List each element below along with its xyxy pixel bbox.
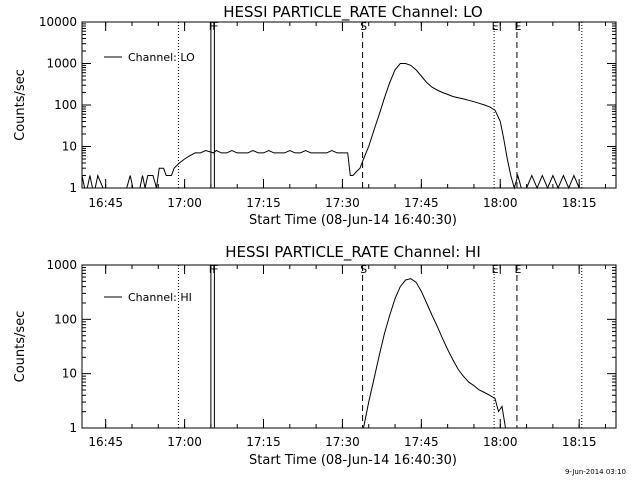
x-tick-label: 17:30 bbox=[325, 435, 360, 449]
y-tick-label: 100 bbox=[54, 312, 77, 326]
y-tick-label: 10 bbox=[62, 367, 77, 381]
x-axis-label: Start Time (08-Jun-14 16:40:30) bbox=[249, 453, 457, 468]
x-tick-label: 16:45 bbox=[88, 435, 123, 449]
event-marker-label: S bbox=[360, 263, 367, 276]
y-tick-label: 10 bbox=[62, 140, 77, 154]
timestamp-label: 9-Jun-2014 03:10 bbox=[565, 468, 626, 476]
y-tick-label: 1000 bbox=[46, 57, 77, 71]
y-axis-label: Counts/sec bbox=[13, 69, 28, 141]
legend-entry: Channel: HI bbox=[128, 291, 192, 304]
event-marker-label: F bbox=[212, 20, 218, 33]
event-marker-label: S bbox=[360, 20, 367, 33]
x-tick-label: 17:15 bbox=[246, 196, 281, 210]
event-marker-label: F bbox=[209, 20, 215, 33]
y-axis-label: Counts/sec bbox=[13, 311, 28, 383]
x-axis-label: Start Time (08-Jun-14 16:40:30) bbox=[249, 213, 457, 228]
y-tick-label: 1 bbox=[69, 421, 77, 435]
x-tick-label: 17:45 bbox=[404, 435, 439, 449]
x-tick-label: 17:00 bbox=[167, 196, 202, 210]
x-tick-label: 17:15 bbox=[246, 435, 281, 449]
x-tick-label: 18:15 bbox=[562, 196, 597, 210]
x-tick-label: 18:00 bbox=[483, 196, 518, 210]
legend-entry: Channel: LO bbox=[128, 51, 195, 64]
y-tick-label: 10000 bbox=[39, 15, 77, 29]
y-tick-label: 100 bbox=[54, 98, 77, 112]
event-marker-label: F bbox=[209, 263, 215, 276]
x-tick-label: 17:30 bbox=[325, 196, 360, 210]
chart-title: HESSI PARTICLE_RATE Channel: HI bbox=[225, 243, 481, 262]
x-tick-label: 17:00 bbox=[167, 435, 202, 449]
chart-panel-1: HESSI PARTICLE_RATE Channel: LO Counts/se… bbox=[13, 3, 617, 228]
y-tick-label: 1000 bbox=[46, 258, 77, 272]
event-marker-label: E bbox=[492, 20, 499, 33]
x-tick-label: 18:00 bbox=[483, 435, 518, 449]
x-tick-label: 16:45 bbox=[88, 196, 123, 210]
series-line bbox=[363, 278, 506, 429]
plot-frame bbox=[81, 264, 617, 429]
event-marker-label: E bbox=[514, 20, 521, 33]
event-marker-label: E bbox=[514, 263, 521, 276]
chart-title: HESSI PARTICLE_RATE Channel: LO bbox=[223, 3, 482, 22]
y-tick-label: 1 bbox=[69, 181, 77, 195]
chart-panel-2: HESSI PARTICLE_RATE Channel: HI Counts/se… bbox=[13, 243, 617, 468]
event-marker-label: F bbox=[212, 263, 218, 276]
x-tick-label: 17:45 bbox=[404, 196, 439, 210]
series-line bbox=[81, 63, 580, 190]
x-tick-label: 18:15 bbox=[562, 435, 597, 449]
event-marker-label: E bbox=[492, 263, 499, 276]
